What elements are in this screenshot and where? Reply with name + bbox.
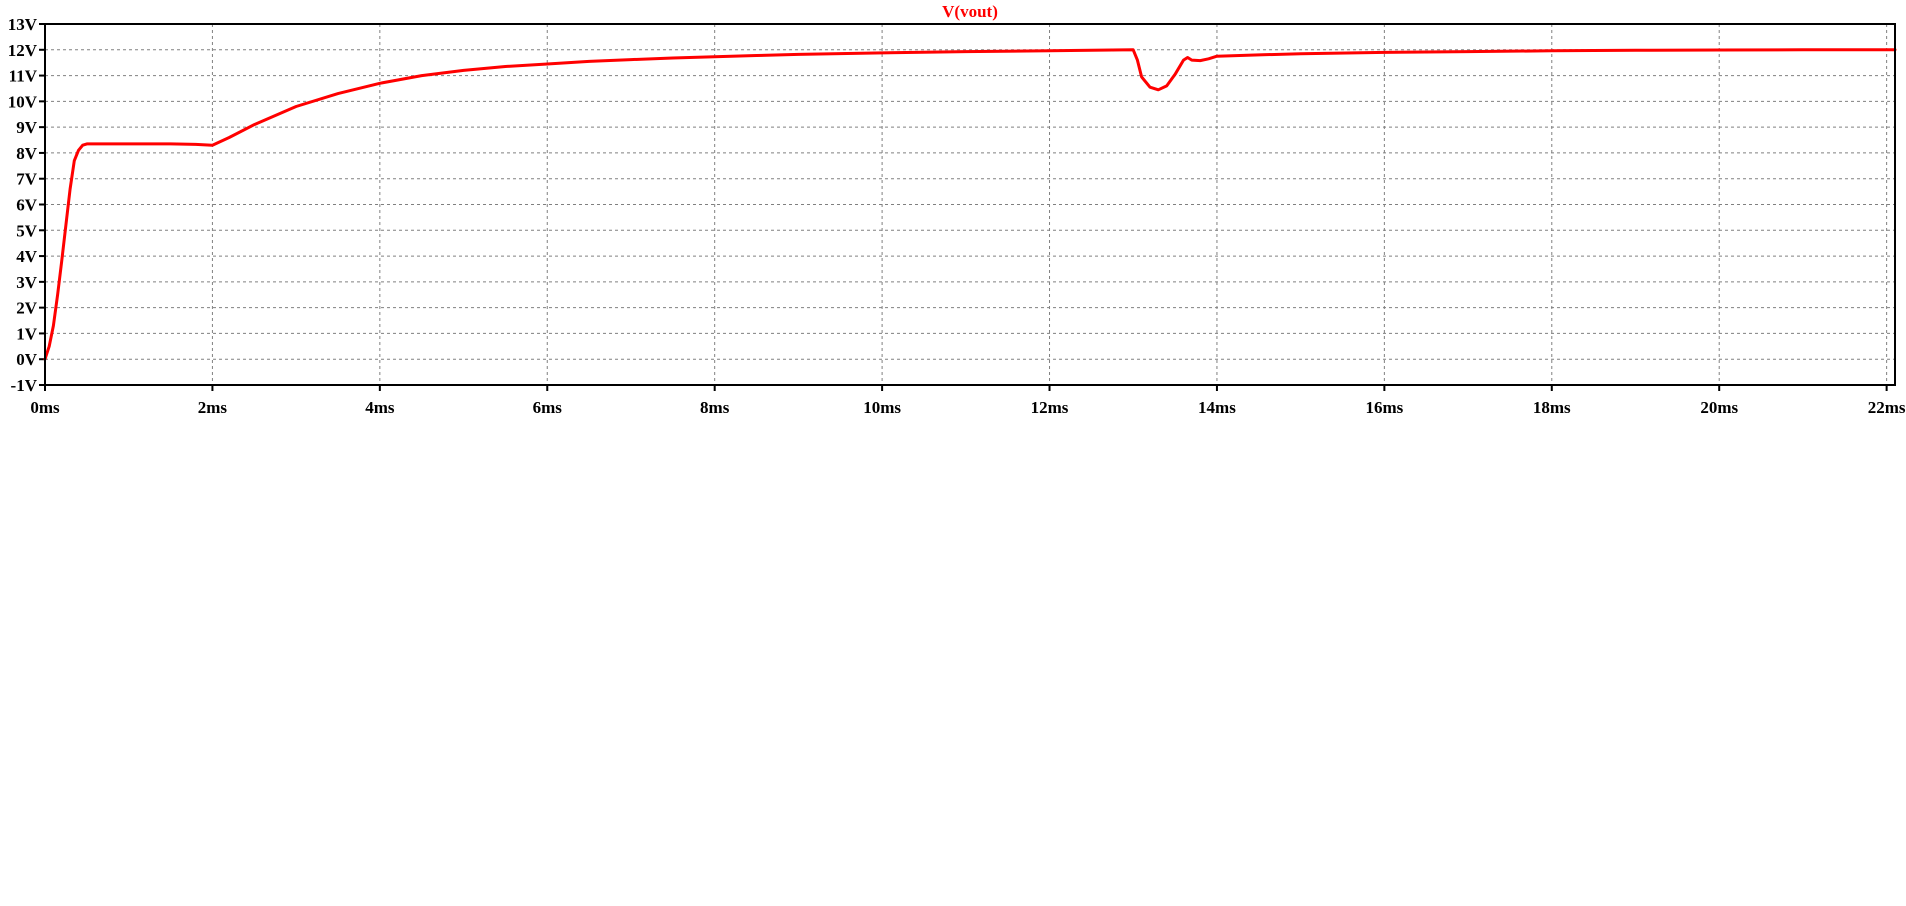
x-tick-label: 10ms [863, 398, 901, 417]
y-tick-label: 8V [16, 144, 38, 163]
y-tick-label: 3V [16, 273, 38, 292]
y-tick-label: 4V [16, 247, 38, 266]
grid-lines [45, 24, 1895, 385]
y-tick-label: 2V [16, 299, 38, 318]
y-tick-label: 5V [16, 221, 38, 240]
x-tick-label: 16ms [1365, 398, 1403, 417]
x-tick-label: 8ms [700, 398, 730, 417]
trace-title[interactable]: V(vout) [942, 2, 998, 21]
x-tick-label: 4ms [365, 398, 395, 417]
y-tick-label: 7V [16, 170, 38, 189]
x-tick-label: 12ms [1031, 398, 1069, 417]
y-tick-label: 12V [8, 41, 38, 60]
x-tick-label: 20ms [1700, 398, 1738, 417]
plot-frame [44, 23, 1896, 386]
x-tick-label: 2ms [198, 398, 228, 417]
trace-layer [43, 48, 1897, 361]
y-tick-label: -1V [11, 376, 38, 395]
y-tick-label: 13V [8, 15, 38, 34]
x-tick-label: 0ms [30, 398, 60, 417]
y-tick-label: 6V [16, 196, 38, 215]
axis-ticks [39, 23, 1888, 391]
x-tick-label: 18ms [1533, 398, 1571, 417]
y-tick-label: 1V [16, 324, 38, 343]
x-tick-label: 22ms [1868, 398, 1906, 417]
y-tick-label: 11V [9, 67, 38, 86]
tick-labels: 13V 12V 11V 10V 9V 8V 7V 6V 5V 4V 3V 2V 1V 0V -1V 0ms 2m… [8, 15, 1906, 417]
series-line-vout [43, 48, 1897, 361]
y-tick-label: 9V [16, 118, 38, 137]
y-tick-label: 10V [8, 92, 38, 111]
x-tick-label: 14ms [1198, 398, 1236, 417]
y-tick-label: 0V [16, 350, 38, 369]
x-tick-label: 6ms [533, 398, 563, 417]
